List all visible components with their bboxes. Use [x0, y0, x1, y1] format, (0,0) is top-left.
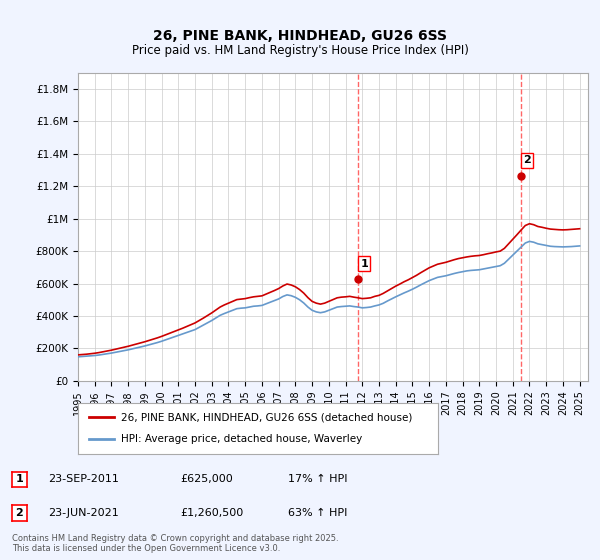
Text: 1: 1	[16, 474, 23, 484]
Text: £625,000: £625,000	[180, 474, 233, 484]
Text: 2: 2	[523, 156, 531, 166]
Text: 23-JUN-2021: 23-JUN-2021	[48, 508, 119, 518]
Text: 2: 2	[16, 508, 23, 518]
Text: HPI: Average price, detached house, Waverley: HPI: Average price, detached house, Wave…	[121, 435, 362, 445]
Text: 23-SEP-2011: 23-SEP-2011	[48, 474, 119, 484]
Text: Price paid vs. HM Land Registry's House Price Index (HPI): Price paid vs. HM Land Registry's House …	[131, 44, 469, 57]
Text: 26, PINE BANK, HINDHEAD, GU26 6SS (detached house): 26, PINE BANK, HINDHEAD, GU26 6SS (detac…	[121, 412, 413, 422]
Text: 17% ↑ HPI: 17% ↑ HPI	[288, 474, 347, 484]
Text: 1: 1	[360, 259, 368, 268]
Text: Contains HM Land Registry data © Crown copyright and database right 2025.
This d: Contains HM Land Registry data © Crown c…	[12, 534, 338, 553]
Text: 26, PINE BANK, HINDHEAD, GU26 6SS: 26, PINE BANK, HINDHEAD, GU26 6SS	[153, 29, 447, 44]
Text: £1,260,500: £1,260,500	[180, 508, 243, 518]
Text: 63% ↑ HPI: 63% ↑ HPI	[288, 508, 347, 518]
